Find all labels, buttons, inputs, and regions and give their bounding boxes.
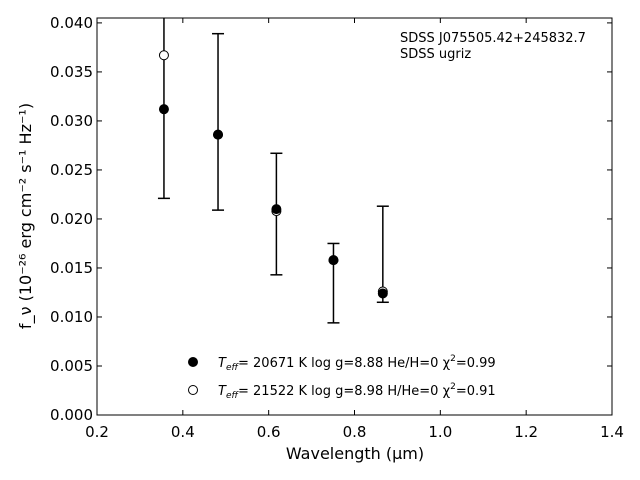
legend-label-1-end: =0.99	[456, 356, 496, 371]
ticks-layer: 0.2 0.4 0.6 0.8 1.0 1.2 1.4 0.000 0.005 0.010 0.01…	[50, 14, 624, 441]
legend-label-2-end: =0.91	[456, 384, 496, 399]
y-tick-label-6: 0.030	[50, 112, 93, 130]
legend: Teff= 20671 K log g=8.88 He/H=0 χ2=0.99 …	[188, 354, 496, 401]
y-axis-label: f_ν (10⁻²⁶ erg cm⁻² s⁻¹ Hz⁻¹)	[16, 103, 36, 329]
annotation-object-name: SDSS J075505.42+245832.7	[400, 31, 586, 46]
x-tick-label-1: 0.4	[171, 423, 195, 441]
legend-entry-1: Teff= 20671 K log g=8.88 He/H=0 χ2=0.99	[188, 354, 496, 373]
y-tick-label-0: 0.000	[50, 406, 93, 424]
legend-label-1-t: T	[218, 356, 227, 371]
legend-entry-2: Teff= 21522 K log g=8.98 H/He=0 χ2=0.91	[188, 382, 496, 401]
legend-label-2-t: T	[218, 384, 227, 399]
y-tick-label-5: 0.025	[50, 161, 93, 179]
legend-label-1: Teff= 20671 K log g=8.88 He/H=0 χ2=0.99	[218, 354, 496, 373]
y-tick-label-8: 0.040	[50, 14, 93, 32]
open-point-0	[158, 50, 169, 61]
filled-point-4	[377, 288, 388, 299]
x-tick-label-2: 0.6	[257, 423, 281, 441]
points-layer	[158, 50, 388, 299]
x-tick-label-5: 1.2	[514, 423, 538, 441]
x-axis-label: Wavelength (μm)	[286, 444, 424, 463]
y-tick-label-7: 0.035	[50, 63, 93, 81]
x-tick-label-4: 1.0	[428, 423, 452, 441]
legend-label-1-rest: = 20671 K log g=8.88 He/H=0 χ	[238, 356, 451, 371]
annotation-survey: SDSS ugriz	[400, 47, 471, 62]
x-tick-label-6: 1.4	[600, 423, 624, 441]
legend-label-2-sub: eff	[226, 391, 240, 401]
legend-label-2-sup: 2	[450, 382, 456, 392]
legend-marker-filled	[188, 357, 198, 367]
y-tick-label-3: 0.015	[50, 259, 93, 277]
legend-label-1-sup: 2	[450, 354, 456, 364]
filled-point-3	[328, 255, 339, 266]
filled-point-0	[158, 104, 169, 115]
legend-label-2: Teff= 21522 K log g=8.98 H/He=0 χ2=0.91	[218, 382, 496, 401]
y-tick-label-1: 0.005	[50, 357, 93, 375]
filled-point-2	[271, 204, 282, 215]
x-tick-label-3: 0.8	[343, 423, 367, 441]
legend-label-1-sub: eff	[226, 363, 240, 373]
filled-point-1	[213, 129, 224, 140]
y-tick-label-4: 0.020	[50, 210, 93, 228]
legend-label-2-rest: = 21522 K log g=8.98 H/He=0 χ	[238, 384, 451, 399]
legend-marker-open	[188, 385, 198, 395]
errorbars-layer	[157, 18, 389, 324]
y-tick-label-2: 0.010	[50, 308, 93, 326]
x-tick-label-0: 0.2	[85, 423, 109, 441]
plot-frame	[96, 17, 613, 416]
